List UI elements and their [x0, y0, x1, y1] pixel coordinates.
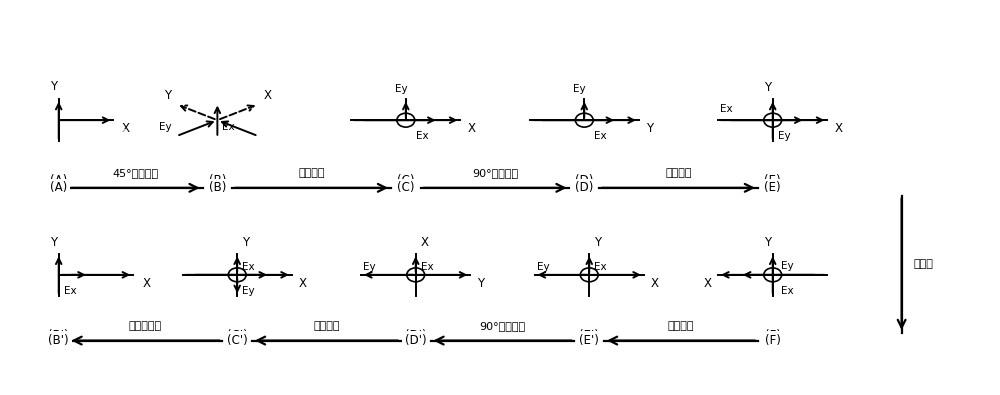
- Text: Ex: Ex: [421, 262, 433, 272]
- Text: X: X: [121, 122, 129, 135]
- Text: (F): (F): [765, 334, 781, 347]
- Text: Ey: Ey: [781, 261, 793, 271]
- Text: Ex: Ex: [781, 286, 793, 296]
- Text: X: X: [467, 122, 475, 135]
- Text: Ex: Ex: [720, 104, 733, 115]
- Text: (A): (A): [50, 174, 67, 187]
- Text: (F): (F): [765, 329, 781, 342]
- Text: (B): (B): [209, 174, 226, 187]
- Text: Y: Y: [50, 236, 57, 249]
- Text: 反射膜: 反射膜: [914, 259, 933, 269]
- Text: Y: Y: [477, 277, 484, 290]
- Text: (D'): (D'): [405, 329, 427, 342]
- Text: X: X: [651, 277, 659, 290]
- Text: Y: Y: [242, 236, 249, 249]
- Text: (E'): (E'): [579, 334, 599, 347]
- Text: Y: Y: [164, 89, 172, 102]
- Text: Ey: Ey: [537, 262, 550, 272]
- Text: Ey: Ey: [778, 131, 790, 141]
- Text: X: X: [421, 236, 429, 249]
- Text: 传感光纤: 传感光纤: [665, 168, 692, 178]
- Text: Ex: Ex: [222, 122, 235, 132]
- Text: Ey: Ey: [363, 262, 376, 272]
- Text: 传感光纤: 传感光纤: [668, 321, 694, 331]
- Text: Y: Y: [118, 129, 124, 139]
- Text: Y: Y: [646, 122, 653, 135]
- Text: (E): (E): [764, 174, 781, 187]
- Text: Ey: Ey: [395, 84, 407, 94]
- Text: 补偿光纤: 补偿光纤: [298, 168, 325, 178]
- Text: (C'): (C'): [227, 334, 248, 347]
- Text: (A): (A): [50, 181, 67, 194]
- Text: X: X: [143, 277, 151, 290]
- Text: (B): (B): [209, 181, 226, 194]
- Text: 偏振光干涉: 偏振光干涉: [129, 321, 162, 331]
- Text: (D): (D): [575, 181, 593, 194]
- Text: Ex: Ex: [64, 286, 76, 296]
- Text: (D'): (D'): [405, 334, 427, 347]
- Text: Ex: Ex: [594, 131, 607, 141]
- Text: X: X: [703, 277, 711, 290]
- Text: X: X: [299, 277, 307, 290]
- Text: Ey: Ey: [242, 286, 255, 296]
- Text: (B'): (B'): [48, 334, 69, 347]
- Text: 90°对轴熔接: 90°对轴熔接: [479, 321, 526, 331]
- Text: Ey: Ey: [159, 122, 172, 132]
- Text: Ex: Ex: [242, 262, 255, 272]
- Text: Y: Y: [50, 80, 57, 93]
- Text: X: X: [834, 122, 842, 135]
- Text: Y: Y: [594, 236, 601, 249]
- Text: Ex: Ex: [594, 262, 607, 272]
- Text: 45°对轴熔接: 45°对轴熔接: [112, 168, 159, 178]
- Text: (C'): (C'): [227, 329, 248, 342]
- Text: 补偿光纤: 补偿光纤: [313, 321, 340, 331]
- Text: Ey: Ey: [573, 84, 586, 94]
- Text: 90°对轴熔接: 90°对轴熔接: [472, 168, 518, 178]
- Text: (E): (E): [764, 181, 781, 194]
- Text: (C): (C): [397, 174, 415, 187]
- Text: X: X: [263, 89, 271, 102]
- Text: Y: Y: [764, 81, 771, 94]
- Text: (B'): (B'): [48, 329, 69, 342]
- Text: Ex: Ex: [416, 131, 428, 141]
- Text: (C): (C): [397, 181, 415, 194]
- Text: (D): (D): [575, 174, 593, 187]
- Text: Y: Y: [764, 236, 771, 249]
- Text: (E'): (E'): [579, 329, 599, 342]
